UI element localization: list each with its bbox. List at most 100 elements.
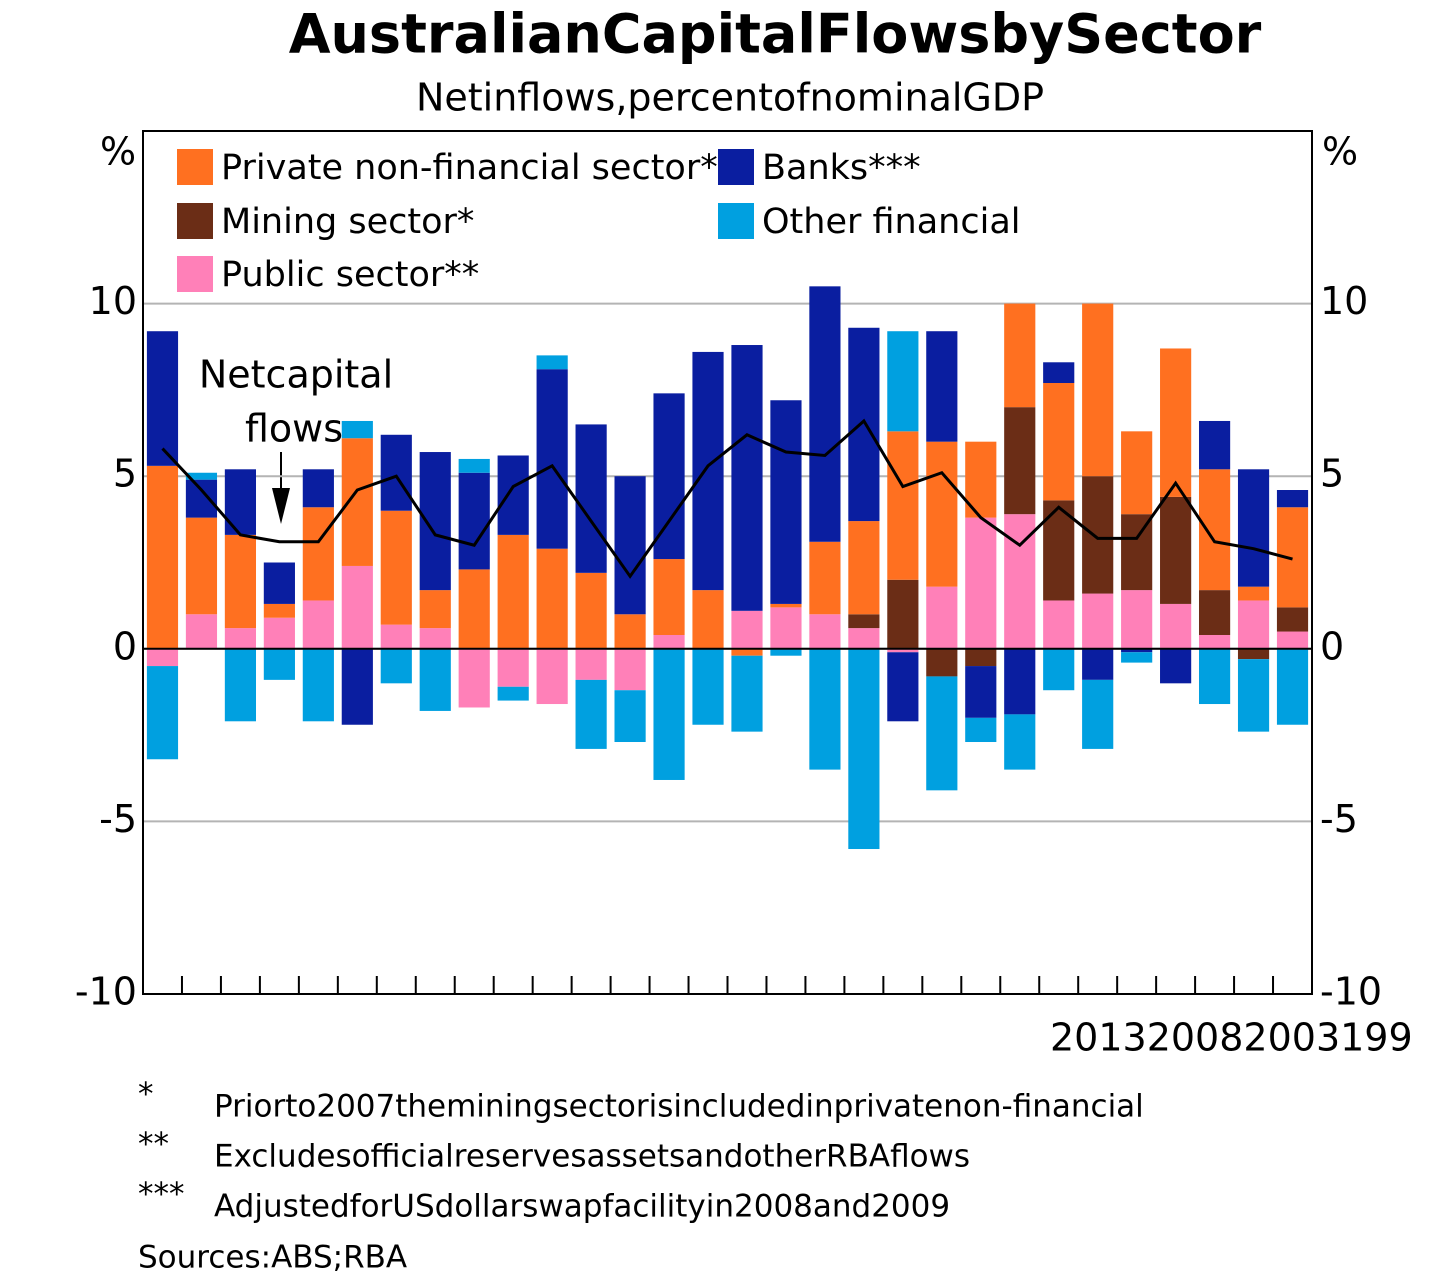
bar-segment	[614, 648, 646, 691]
bar-segment	[497, 686, 529, 701]
bar-segment	[185, 517, 218, 615]
legend-label: Other financial	[762, 202, 1021, 242]
bar-segment	[302, 507, 334, 601]
bar-segment	[965, 517, 997, 649]
bar-segment	[224, 534, 257, 629]
bar-segment	[809, 614, 841, 649]
bar-segment	[965, 648, 997, 667]
bar-segment	[770, 400, 802, 604]
bar-segment	[926, 586, 958, 649]
bar-segment	[614, 476, 646, 615]
bar-segment	[185, 614, 218, 649]
y-tick-label: 0	[113, 624, 137, 668]
legend-label: Banks***	[762, 148, 921, 188]
footnote-mark: *	[138, 1077, 154, 1113]
y2-tick-label: -5	[1320, 797, 1358, 841]
bar-segment	[497, 534, 529, 649]
x-label: 201320082003199	[1050, 1016, 1413, 1060]
bar-segment	[1082, 593, 1114, 649]
bar-segment	[1043, 362, 1075, 383]
bar-segment	[653, 559, 685, 635]
bar-segment	[575, 648, 607, 680]
legend-label: Mining sector*	[221, 202, 474, 242]
bar-segment	[224, 469, 257, 535]
bar-segment	[1276, 648, 1309, 725]
bar-segment	[692, 648, 724, 725]
bar-segment	[809, 648, 841, 770]
bar-segment	[848, 327, 880, 522]
chart-subtitle: Netinflows,percentofnominalGDP	[416, 76, 1044, 120]
legend-label: Private non-financial sector*	[221, 148, 718, 188]
bar-segment	[1276, 607, 1309, 632]
y-tick-label: 5	[113, 452, 137, 496]
y2-tick-label: -10	[1320, 970, 1382, 1014]
bar-segment	[848, 648, 880, 850]
bar-segment	[419, 590, 451, 629]
legend-label: Public sector**	[221, 255, 479, 295]
bar-segment	[341, 420, 373, 439]
bar-segment	[887, 652, 919, 722]
bar-segment	[731, 648, 763, 656]
y2-tick-label: 10	[1320, 279, 1368, 323]
bar-segment	[1160, 496, 1192, 604]
bar-segment	[653, 393, 685, 560]
bar-segment	[1198, 420, 1231, 470]
bar-segment	[575, 572, 607, 649]
bar-segment	[1121, 514, 1153, 591]
bar-segment	[1121, 431, 1153, 515]
bar-segment	[1082, 303, 1114, 477]
footnote-mark: ***	[138, 1177, 185, 1213]
bar-segment	[497, 455, 529, 535]
bar-segment	[1004, 714, 1036, 770]
annotation-arrowhead	[272, 488, 290, 524]
bar-segment	[146, 465, 179, 649]
bar-segment	[146, 666, 179, 760]
bar-segment	[380, 434, 412, 511]
bar-segment	[146, 648, 179, 667]
bar-segment	[263, 603, 295, 618]
footnote: ExcludesofficialreservesassetsandotherRB…	[214, 1139, 970, 1175]
bar-segment	[458, 472, 490, 570]
bar-segment	[224, 628, 257, 649]
bar-segment	[1237, 648, 1270, 660]
bar-segment	[380, 624, 412, 649]
bar-segment	[380, 648, 412, 684]
bar-segment	[614, 614, 646, 649]
bar-segment	[1198, 469, 1231, 591]
bar-segment	[887, 648, 919, 653]
bar-segment	[1121, 652, 1153, 663]
bar-segment	[536, 548, 568, 649]
bar-segment	[536, 648, 568, 705]
bar-segment	[1198, 590, 1231, 635]
bar-segment	[1160, 648, 1192, 684]
bar-segment	[1082, 476, 1114, 594]
bar-segment	[341, 565, 373, 649]
legend-swatch	[177, 256, 213, 292]
bar-segment	[1237, 659, 1270, 732]
bar-segment	[1198, 634, 1231, 649]
bar-segment	[1237, 600, 1270, 649]
bar-segment	[458, 569, 490, 649]
bar-segment	[419, 648, 451, 711]
bar-segment	[263, 562, 295, 604]
bar-segment	[1082, 679, 1114, 749]
bar-segment	[848, 628, 880, 649]
footnote: Priorto2007theminingsectorisincludedinpr…	[214, 1089, 1144, 1125]
bar-segment	[263, 617, 295, 649]
bar-segment	[926, 441, 958, 587]
footnote: AdjustedforUSdollarswapfacilityin2008and…	[214, 1189, 950, 1225]
bar-segment	[302, 648, 334, 722]
bar-segment	[185, 479, 218, 518]
bar-segment	[1237, 469, 1270, 587]
bar-segment	[1004, 648, 1036, 715]
y-tick-label: -10	[75, 970, 137, 1014]
y-tick-label: 10	[89, 279, 137, 323]
bar-segment	[1198, 648, 1231, 705]
y2-unit: %	[1322, 130, 1358, 174]
bar-segment	[458, 458, 490, 473]
bar-segment	[614, 690, 646, 743]
legend-swatch	[177, 149, 213, 185]
bar-segment	[692, 590, 724, 649]
bar-segment	[809, 541, 841, 615]
